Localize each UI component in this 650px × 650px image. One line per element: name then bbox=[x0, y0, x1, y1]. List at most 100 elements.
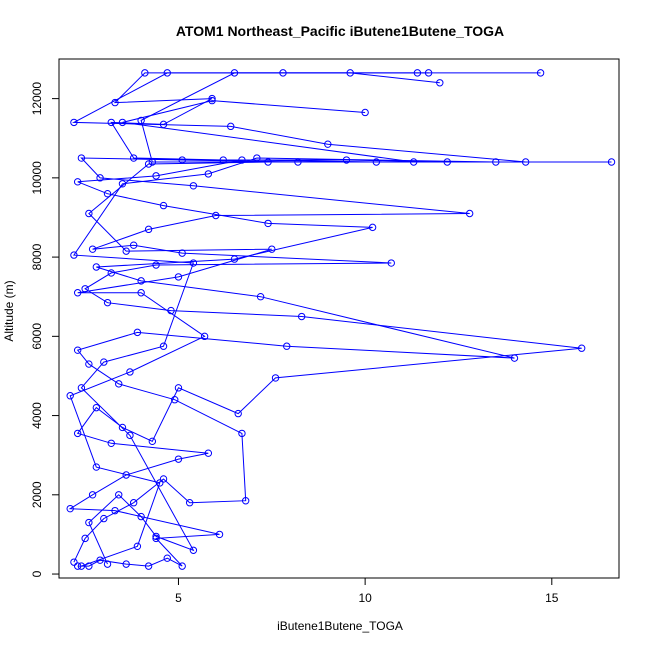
data-point bbox=[163, 69, 171, 77]
data-point bbox=[204, 170, 213, 178]
data-point bbox=[492, 158, 500, 166]
data-points bbox=[66, 69, 616, 570]
y-tick-label: 12000 bbox=[30, 82, 44, 116]
data-point bbox=[178, 562, 186, 570]
data-point bbox=[283, 342, 291, 350]
data-point bbox=[73, 178, 82, 186]
data-point bbox=[77, 384, 86, 392]
data-point bbox=[92, 263, 101, 271]
data-point bbox=[294, 158, 302, 166]
data-point bbox=[536, 69, 545, 77]
data-point bbox=[215, 530, 224, 539]
data-point bbox=[238, 429, 246, 438]
data-point bbox=[129, 499, 138, 507]
data-point bbox=[178, 156, 186, 164]
data-point bbox=[111, 506, 119, 515]
plot-frame bbox=[58, 58, 620, 579]
data-point bbox=[118, 180, 127, 188]
data-point bbox=[148, 437, 157, 446]
data-point bbox=[73, 289, 82, 297]
y-tick-label: 2000 bbox=[30, 481, 44, 508]
data-point bbox=[253, 154, 261, 162]
data-point bbox=[144, 562, 153, 570]
data-point bbox=[70, 558, 78, 566]
data-point bbox=[66, 392, 74, 400]
plot-area bbox=[58, 58, 620, 579]
data-point bbox=[103, 560, 112, 568]
data-point bbox=[118, 423, 127, 432]
data-point bbox=[387, 259, 395, 267]
data-point bbox=[137, 116, 145, 125]
data-point bbox=[137, 277, 145, 285]
data-point bbox=[297, 312, 306, 321]
y-tick-label: 4000 bbox=[30, 402, 44, 429]
series-line-2 bbox=[71, 72, 526, 563]
data-point bbox=[122, 247, 130, 255]
data-point bbox=[103, 190, 112, 198]
data-point bbox=[424, 69, 433, 77]
data-point bbox=[96, 174, 104, 182]
data-point bbox=[85, 562, 93, 570]
data-point bbox=[107, 118, 115, 127]
x-axis-label: iButene1Butene_TOGA bbox=[277, 619, 403, 633]
data-point bbox=[230, 69, 239, 77]
data-point bbox=[324, 140, 332, 148]
data-point bbox=[118, 118, 127, 127]
data-point bbox=[174, 455, 183, 463]
data-point bbox=[133, 328, 142, 337]
data-point bbox=[115, 380, 123, 388]
data-point bbox=[208, 94, 216, 103]
y-tick-label: 0 bbox=[30, 570, 44, 577]
data-point bbox=[234, 409, 242, 418]
data-point bbox=[103, 298, 112, 307]
data-point bbox=[159, 201, 168, 210]
series-lines bbox=[68, 72, 612, 567]
chart-title: ATOM1 Northeast_Pacific iButene1Butene_T… bbox=[176, 23, 504, 39]
data-point bbox=[92, 403, 101, 412]
data-point bbox=[174, 384, 183, 392]
y-tick-label: 10000 bbox=[30, 161, 44, 195]
data-point bbox=[361, 108, 369, 117]
data-point bbox=[107, 439, 115, 447]
data-point bbox=[443, 158, 451, 166]
data-point bbox=[185, 499, 194, 507]
x-tick-label: 10 bbox=[358, 591, 372, 605]
data-point bbox=[159, 342, 168, 350]
data-point bbox=[372, 158, 381, 166]
data-point bbox=[159, 120, 168, 129]
data-point bbox=[227, 122, 235, 131]
data-point bbox=[141, 69, 149, 77]
data-point bbox=[204, 449, 213, 457]
data-point bbox=[92, 463, 101, 471]
data-point bbox=[342, 156, 351, 164]
data-point bbox=[279, 69, 287, 77]
data-point bbox=[178, 249, 186, 257]
x-tick-label: 15 bbox=[545, 591, 559, 605]
data-point bbox=[100, 514, 108, 523]
data-point bbox=[241, 497, 250, 505]
data-point bbox=[126, 368, 134, 376]
data-point bbox=[144, 160, 153, 168]
data-point bbox=[126, 431, 134, 440]
data-point bbox=[271, 374, 280, 382]
data-point bbox=[167, 306, 175, 315]
data-point bbox=[171, 396, 179, 404]
data-point bbox=[66, 504, 74, 513]
data-point bbox=[88, 491, 97, 499]
data-point bbox=[159, 475, 168, 483]
y-axis: 0 2000 4000 6000 8000 10000 12000 bbox=[30, 82, 60, 577]
data-point bbox=[73, 562, 82, 570]
data-point bbox=[73, 429, 82, 438]
x-axis: 5 10 15 bbox=[175, 577, 559, 605]
data-point bbox=[264, 219, 272, 228]
data-point bbox=[189, 182, 198, 190]
data-point bbox=[346, 69, 354, 77]
data-point bbox=[122, 471, 130, 479]
data-point bbox=[70, 118, 78, 127]
data-point bbox=[100, 358, 108, 366]
data-point bbox=[174, 273, 183, 281]
data-point bbox=[70, 251, 78, 259]
data-point bbox=[115, 491, 123, 499]
series-line-3 bbox=[72, 72, 496, 565]
